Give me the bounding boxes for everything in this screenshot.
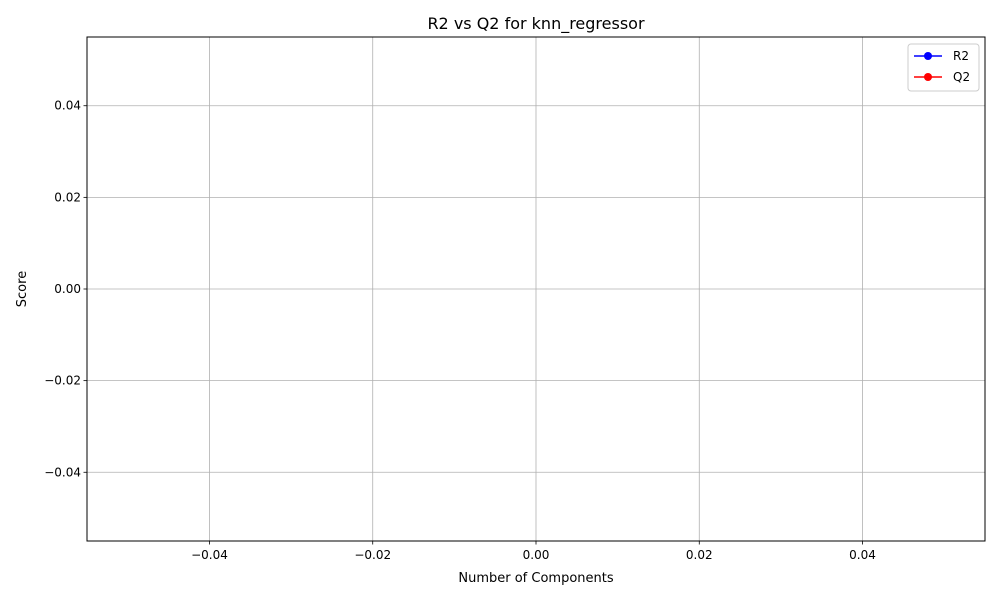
- legend-marker-q2: [924, 73, 932, 81]
- y-tick-label: 0.02: [54, 190, 81, 204]
- y-tick-label: −0.04: [44, 465, 81, 479]
- legend-label-r2: R2: [953, 49, 969, 63]
- legend-marker-r2: [924, 52, 932, 60]
- x-tick-label: −0.04: [191, 548, 228, 562]
- x-tick-label: 0.00: [523, 548, 550, 562]
- x-tick-label: 0.04: [849, 548, 876, 562]
- x-axis-label: Number of Components: [458, 571, 613, 586]
- y-tick-label: 0.00: [54, 282, 81, 296]
- x-tick-label: 0.02: [686, 548, 713, 562]
- x-tick-label: −0.02: [354, 548, 391, 562]
- y-axis-label: Score: [15, 271, 30, 307]
- legend-label-q2: Q2: [953, 70, 970, 84]
- grid-lines: [87, 37, 985, 541]
- x-axis-ticks: −0.04 −0.02 0.00 0.02 0.04: [191, 541, 876, 562]
- y-tick-label: −0.02: [44, 374, 81, 388]
- legend: R2 Q2: [907, 43, 980, 92]
- chart-title: R2 vs Q2 for knn_regressor: [427, 14, 645, 34]
- y-axis-ticks: −0.04 −0.02 0.00 0.02 0.04: [44, 99, 87, 479]
- y-tick-label: 0.04: [54, 99, 81, 113]
